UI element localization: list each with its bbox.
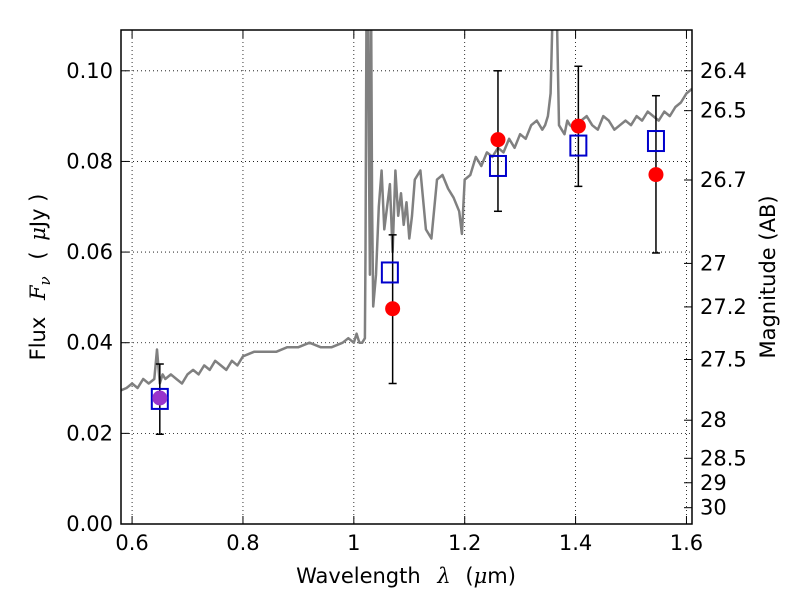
x-axis-label-lambda: λ [436,564,450,588]
observed-point [648,167,664,183]
model-point [488,154,507,177]
y-tick-label: 0.04 [66,331,113,355]
model-point [646,130,665,153]
x-axis-label-unit: m) [487,564,516,588]
x-tick-label: 1.4 [559,531,592,555]
y-axis-label-unit: Jy ) [26,194,50,230]
x-tick-label: 0.6 [115,531,148,555]
y-tick-label: 0.00 [66,512,113,536]
y-tick-label: 0.06 [66,240,113,264]
x-axis-label-mu: μ [474,564,488,588]
y-axis-label-F: F [26,284,50,301]
ticks: 0.6 0.8 1 1.2 1.4 1.6 0.00 0.02 0.04 0.06 0.08 0.10… [66,30,747,555]
y-axis-label-open: ( [26,251,50,259]
observed-point [570,118,586,134]
y2-tick-label: 26.7 [700,168,747,192]
y-axis-label-main: Flux [26,317,50,361]
observed-point-highlight [152,390,168,406]
plot-area [121,30,692,392]
x-tick-label: 0.8 [226,531,259,555]
y2-tick-label: 26.4 [700,59,747,83]
observed-point [490,132,506,148]
y-tick-label: 0.02 [66,421,113,445]
y2-tick-label: 28 [700,408,727,432]
y-tick-label: 0.10 [66,59,113,83]
x-tick-label: 1.6 [670,531,703,555]
points-layer [150,65,665,436]
observed-point [385,301,401,317]
y-tick-label: 0.08 [66,149,113,173]
model-point [569,134,588,157]
y2-tick-label: 27 [700,251,727,275]
x-tick-label: 1.2 [448,531,481,555]
y-axis-label-mu: μ [26,227,50,241]
y2-tick-label: 29 [700,471,727,495]
plot-frame [120,29,693,525]
x-axis-label-open: ( [465,564,473,588]
spectrum-line [121,30,692,392]
y2-tick-label: 26.5 [700,99,747,123]
y-axis-label: Flux Fν ( μJy ) [26,194,55,361]
y2-tick-label: 28.5 [700,446,747,470]
grid [121,30,692,525]
x-axis-label: Wavelength λ (μm) [296,564,516,588]
x-axis-label-main: Wavelength [296,564,421,588]
model-point [380,261,399,284]
y2-tick-label: 30 [700,496,727,520]
model-point [150,387,169,410]
y-axis-label-nu: ν [36,276,54,285]
y2-axis-label: Magnitude (AB) [756,195,780,358]
x-tick-label: 1 [347,531,360,555]
y2-tick-label: 27.5 [700,347,747,371]
y2-tick-label: 27.2 [700,295,747,319]
